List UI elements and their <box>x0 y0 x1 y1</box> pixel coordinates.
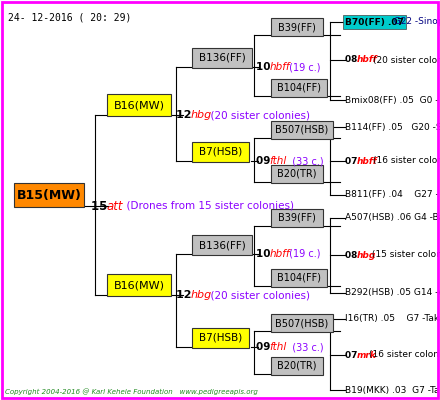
Text: 08: 08 <box>345 250 360 260</box>
Text: B104(FF): B104(FF) <box>277 83 321 93</box>
Text: B16(MW): B16(MW) <box>114 280 165 290</box>
Text: hbg: hbg <box>191 110 212 120</box>
Text: (19 c.): (19 c.) <box>286 249 321 259</box>
Text: Bmix08(FF) .05  G0 - old lines B: Bmix08(FF) .05 G0 - old lines B <box>345 96 440 104</box>
Text: (15 sister colonies): (15 sister colonies) <box>369 250 440 260</box>
Text: fthl: fthl <box>270 156 287 166</box>
Text: (20 sister colonies): (20 sister colonies) <box>204 290 310 300</box>
Text: hbg: hbg <box>357 250 376 260</box>
Text: 07: 07 <box>345 350 361 360</box>
Text: B136(FF): B136(FF) <box>198 53 246 63</box>
Text: B136(FF): B136(FF) <box>198 240 246 250</box>
Text: 10: 10 <box>256 62 274 72</box>
Text: B7(HSB): B7(HSB) <box>199 333 242 343</box>
Text: B20(TR): B20(TR) <box>277 361 317 371</box>
Text: B507(HSB): B507(HSB) <box>275 125 329 135</box>
Text: A507(HSB) .06 G4 -Bayburt98-3: A507(HSB) .06 G4 -Bayburt98-3 <box>345 214 440 222</box>
Text: hbff: hbff <box>357 56 378 64</box>
Text: att: att <box>106 200 123 212</box>
Text: G22 -Sinop62R: G22 -Sinop62R <box>388 18 440 26</box>
Text: B39(FF): B39(FF) <box>278 213 316 223</box>
Text: 09: 09 <box>256 342 274 352</box>
FancyBboxPatch shape <box>14 183 84 207</box>
Text: B811(FF) .04    G27 - B-xx43: B811(FF) .04 G27 - B-xx43 <box>345 190 440 200</box>
FancyBboxPatch shape <box>192 142 249 162</box>
Text: hbff: hbff <box>270 62 290 72</box>
Text: fthl: fthl <box>270 342 287 352</box>
Text: 12: 12 <box>176 110 195 120</box>
Text: 09: 09 <box>256 156 274 166</box>
Text: B292(HSB) .05 G14 -AthosS80R: B292(HSB) .05 G14 -AthosS80R <box>345 288 440 298</box>
FancyBboxPatch shape <box>107 94 171 116</box>
FancyBboxPatch shape <box>271 314 333 332</box>
FancyBboxPatch shape <box>271 121 333 139</box>
FancyBboxPatch shape <box>271 209 323 227</box>
FancyBboxPatch shape <box>271 79 327 97</box>
Text: B20(TR): B20(TR) <box>277 169 317 179</box>
Text: B19(MKK) .03  G7 -Takab93aR: B19(MKK) .03 G7 -Takab93aR <box>345 386 440 394</box>
FancyBboxPatch shape <box>192 48 252 68</box>
Text: Copyright 2004-2016 @ Karl Kehele Foundation   www.pedigreeapis.org: Copyright 2004-2016 @ Karl Kehele Founda… <box>5 388 258 395</box>
Text: (20 sister colonies): (20 sister colonies) <box>373 56 440 64</box>
FancyBboxPatch shape <box>107 274 171 296</box>
FancyBboxPatch shape <box>271 269 327 287</box>
Text: (33 c.): (33 c.) <box>286 156 324 166</box>
Text: mrk: mrk <box>357 350 377 360</box>
FancyBboxPatch shape <box>192 328 249 348</box>
Text: B104(FF): B104(FF) <box>277 273 321 283</box>
Text: B39(FF): B39(FF) <box>278 22 316 32</box>
Text: 08: 08 <box>345 56 360 64</box>
Text: B16(MW): B16(MW) <box>114 100 165 110</box>
Text: 07: 07 <box>345 156 361 166</box>
Text: I16(TR) .05    G7 -Takab93aR: I16(TR) .05 G7 -Takab93aR <box>345 314 440 324</box>
FancyBboxPatch shape <box>192 235 252 255</box>
FancyBboxPatch shape <box>271 165 323 183</box>
Text: (33 c.): (33 c.) <box>286 342 324 352</box>
Text: hbff: hbff <box>270 249 290 259</box>
Text: 10: 10 <box>256 249 274 259</box>
FancyBboxPatch shape <box>271 357 323 375</box>
FancyBboxPatch shape <box>271 18 323 36</box>
Text: (16 sister colonies): (16 sister colonies) <box>369 350 440 360</box>
Text: (20 sister colonies): (20 sister colonies) <box>204 110 310 120</box>
Text: B507(HSB): B507(HSB) <box>275 318 329 328</box>
Text: B114(FF) .05   G20 -Sinop62R: B114(FF) .05 G20 -Sinop62R <box>345 122 440 132</box>
Text: (Drones from 15 sister colonies): (Drones from 15 sister colonies) <box>121 201 294 211</box>
Text: 12: 12 <box>176 290 195 300</box>
Text: B15(MW): B15(MW) <box>17 188 81 202</box>
Text: 24- 12-2016 ( 20: 29): 24- 12-2016 ( 20: 29) <box>8 12 132 22</box>
Text: 15: 15 <box>91 200 111 212</box>
Text: hbff: hbff <box>357 156 378 166</box>
Text: B7(HSB): B7(HSB) <box>199 147 242 157</box>
Text: hbg: hbg <box>191 290 212 300</box>
Text: B70(FF) .07: B70(FF) .07 <box>345 18 404 26</box>
Text: (19 c.): (19 c.) <box>286 62 321 72</box>
Text: (16 sister colonies): (16 sister colonies) <box>373 156 440 166</box>
